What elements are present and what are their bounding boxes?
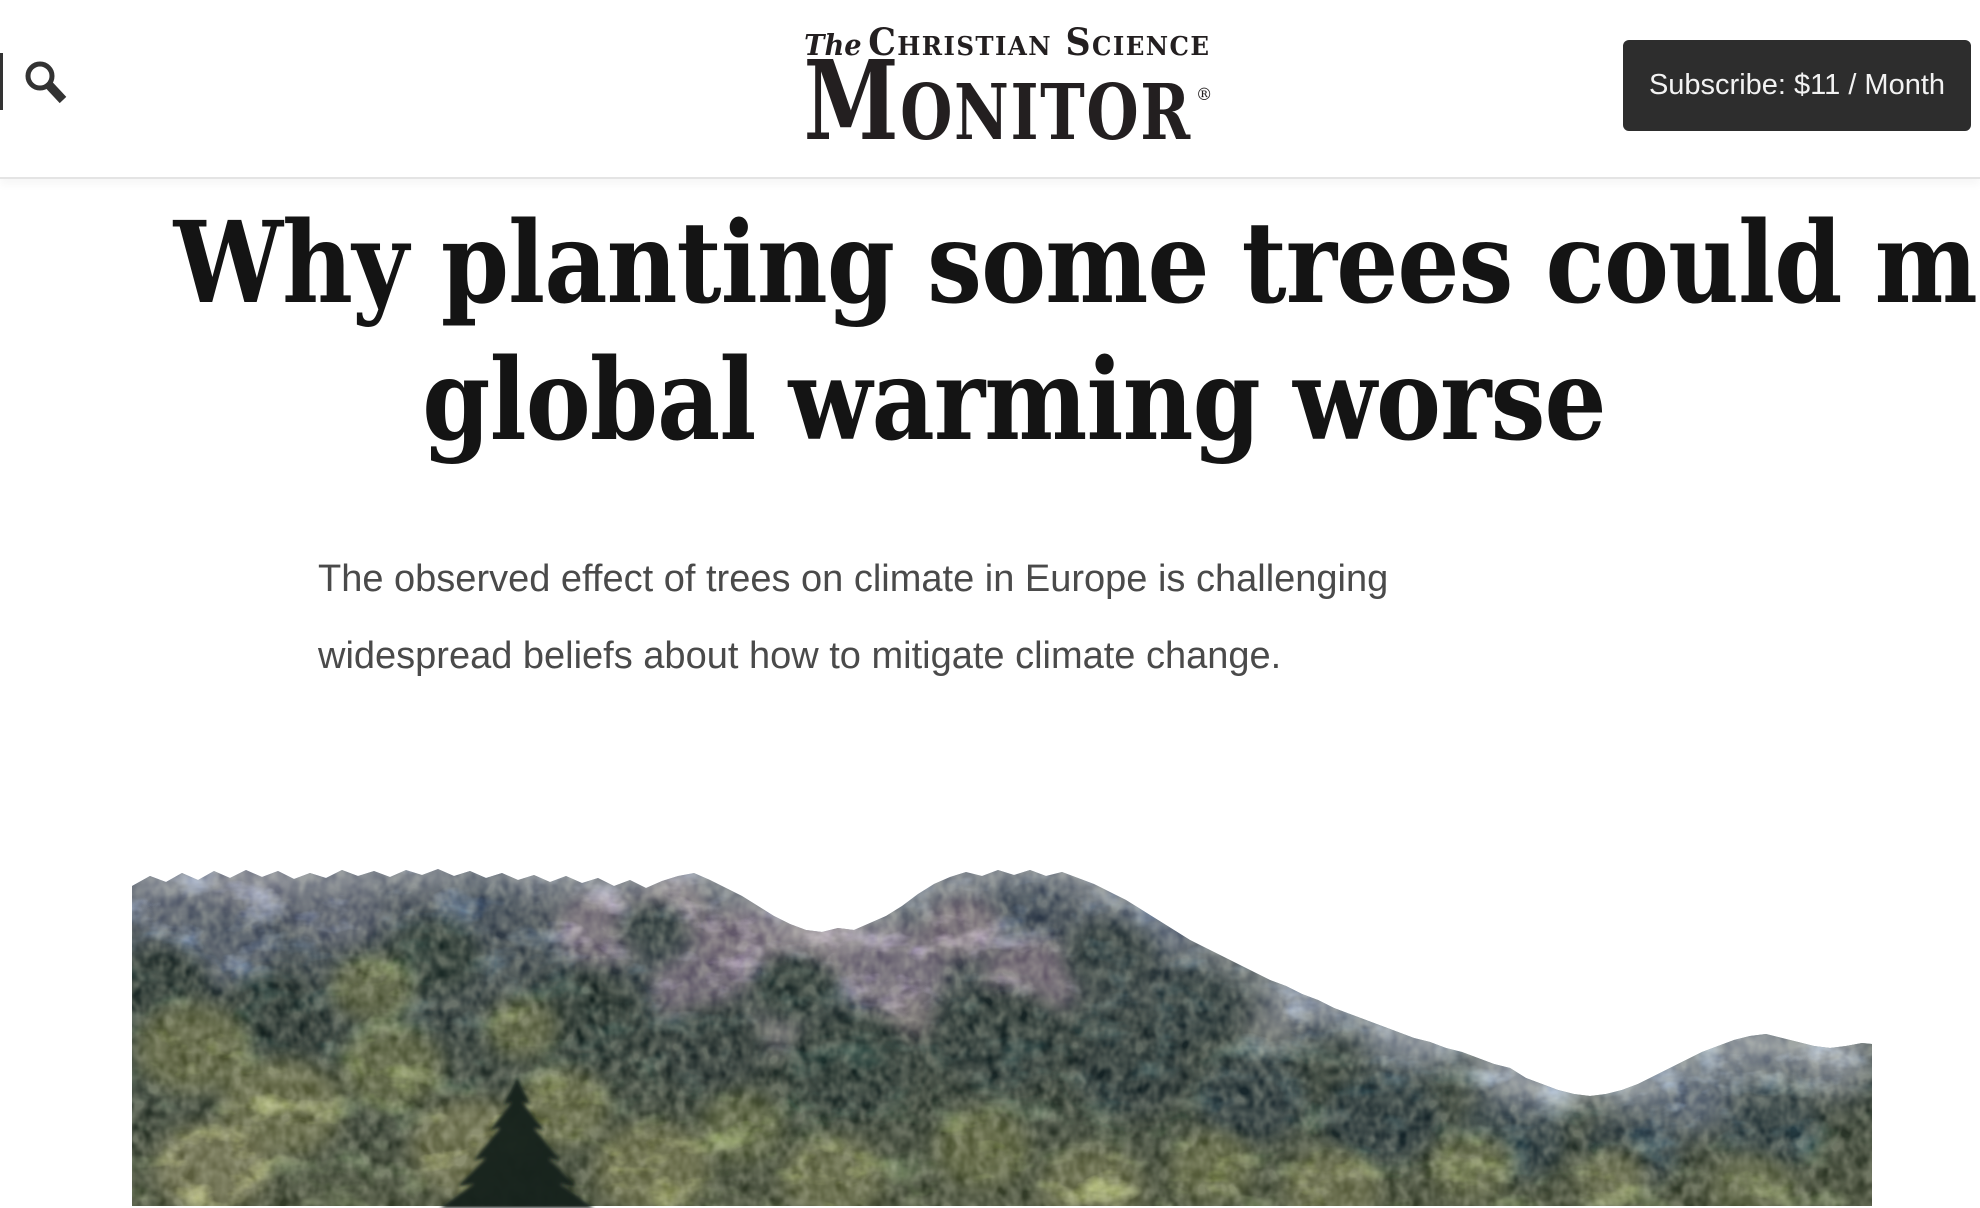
hero-photo-svg — [132, 868, 1872, 1208]
article-headline: Why planting some trees could make globa… — [48, 195, 1980, 469]
site-header: The Christian Science Monitor ® Subscrib… — [0, 0, 1980, 179]
article-hero-image — [132, 868, 1872, 1208]
headline-line-2: global warming worse — [422, 335, 1606, 466]
left-edge-bar — [0, 53, 3, 110]
foreground-fir-tree — [440, 1078, 594, 1208]
search-button[interactable] — [20, 56, 72, 108]
logo-the: The — [803, 28, 862, 62]
csm-logo[interactable]: The Christian Science Monitor ® — [746, 22, 1268, 165]
search-icon — [20, 56, 72, 108]
headline-line-1: Why planting some trees could make — [173, 198, 1980, 329]
article-dek: The observed effect of trees on climate … — [318, 558, 1389, 677]
subscribe-button[interactable]: Subscribe: $11 / Month — [1623, 40, 1971, 131]
logo-line-monitor: Monitor ® — [803, 36, 1213, 165]
registered-mark-icon: ® — [1195, 85, 1213, 105]
logo-monitor-text: Monitor — [803, 36, 1192, 165]
ridge-haze — [132, 868, 1872, 1104]
logo-line-top: The Christian Science — [804, 22, 1210, 65]
logo-christian-science: Christian Science — [867, 20, 1211, 64]
